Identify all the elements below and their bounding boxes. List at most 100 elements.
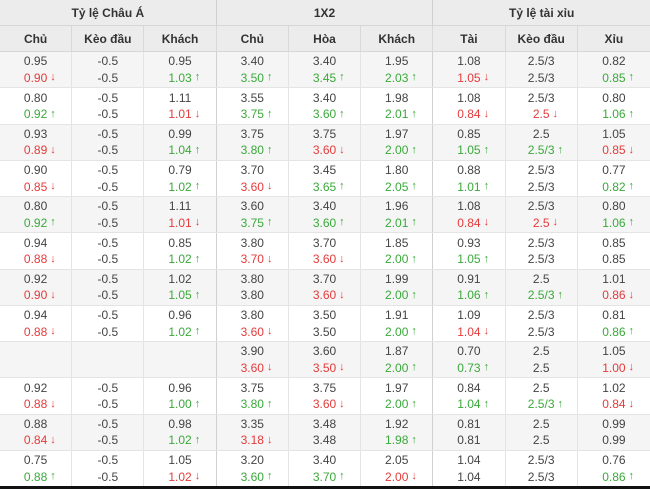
odds-value: 1.00 <box>602 360 626 375</box>
odds-cell: 0.98 1.02 ↑ <box>144 414 217 450</box>
odds-value: 0.94 <box>23 235 48 250</box>
odds-cell: -0.5 -0.5 <box>72 233 145 269</box>
odds-cell: 2.5/3 2.5 ↓ <box>506 197 578 233</box>
odds-value: 3.40 <box>312 90 337 105</box>
odds-value: 0.84 <box>23 433 48 448</box>
odds-value: 3.75 <box>240 107 264 122</box>
odds-value: 0.86 <box>602 288 626 303</box>
odds-row: 0.88 0.84 ↓ -0.5 -0.5 0.98 1.02 ↑ 3.35 3.18 ↓ 3.48 3… <box>0 414 650 451</box>
down-arrow-icon: ↓ <box>628 361 635 374</box>
up-arrow-icon: ↑ <box>50 470 56 483</box>
odds-cell: 3.55 3.75 ↑ <box>217 88 289 124</box>
odds-row: 0.94 0.88 ↓ -0.5 -0.5 0.96 1.02 ↑ 3.80 3.60 ↓ 3.50 3… <box>0 305 650 342</box>
odds-value: 3.60 <box>240 469 264 484</box>
odds-cell: 0.90 0.85 ↓ <box>0 160 73 196</box>
odds-value: 3.50 <box>312 308 337 323</box>
odds-cell: 1.96 2.01 ↑ <box>361 197 434 233</box>
odds-row: 0.90 0.85 ↓ -0.5 -0.5 0.79 1.02 ↑ 3.70 3.60 ↓ 3.45 3… <box>0 160 650 197</box>
odds-cell: 0.77 0.82 ↑ <box>578 161 650 196</box>
odds-cell: 0.80 0.92 ↑ <box>0 88 73 124</box>
group-asian-handicap: Tỷ lệ Châu Á <box>0 0 217 25</box>
down-arrow-icon: ↓ <box>194 216 201 229</box>
odds-cell: 1.91 2.00 ↑ <box>361 305 434 341</box>
up-arrow-icon: ↑ <box>50 216 56 229</box>
up-arrow-icon: ↑ <box>194 143 201 156</box>
odds-value: -0.5 <box>97 54 119 69</box>
up-arrow-icon: ↑ <box>483 361 490 374</box>
odds-value: 3.75 <box>312 380 337 395</box>
odds-value: 0.85 <box>602 143 626 158</box>
odds-value: 1.05 <box>457 252 481 267</box>
odds-value: 2.5/3 <box>527 453 555 468</box>
up-arrow-icon: ↑ <box>628 180 635 193</box>
up-arrow-icon: ↑ <box>339 216 345 229</box>
up-arrow-icon: ↑ <box>411 216 417 229</box>
odds-cell: 0.80 1.06 ↑ <box>578 88 650 123</box>
odds-value: 0.90 <box>23 288 48 303</box>
odds-value: 0.70 <box>457 344 481 359</box>
odds-value: 3.80 <box>240 308 264 323</box>
odds-cell: 0.91 1.06 ↑ <box>433 269 506 305</box>
odds-value: -0.5 <box>97 199 119 214</box>
odds-value: 0.84 <box>457 380 481 395</box>
odds-value: 3.60 <box>312 107 337 122</box>
odds-cell: -0.5 -0.5 <box>72 88 145 124</box>
odds-cell: 1.97 2.00 ↑ <box>361 124 434 160</box>
up-arrow-icon: ↑ <box>411 252 417 265</box>
col-away-asian: Khách <box>144 26 217 51</box>
odds-value: 1.05 <box>168 288 192 303</box>
up-arrow-icon: ↑ <box>194 71 201 84</box>
odds-value: 2.5 <box>532 416 550 431</box>
odds-value: 0.89 <box>23 143 48 158</box>
odds-cell: 0.94 0.88 ↓ <box>0 233 73 269</box>
col-home-asian: Chủ <box>0 26 73 51</box>
odds-cell: 1.11 1.01 ↓ <box>144 88 217 124</box>
odds-value: 3.70 <box>312 469 337 484</box>
down-arrow-icon: ↓ <box>50 180 56 193</box>
up-arrow-icon: ↑ <box>194 252 201 265</box>
odds-cell: 2.5/3 2.5 ↓ <box>506 88 578 124</box>
odds-cell: 0.75 0.88 ↑ <box>0 450 73 486</box>
odds-cell: 0.99 0.99 <box>578 415 650 450</box>
odds-value: 3.75 <box>240 380 264 395</box>
odds-value: 1.09 <box>457 308 481 323</box>
odds-cell: 1.85 2.00 ↑ <box>361 233 434 269</box>
odds-value: 0.85 <box>602 70 626 85</box>
odds-cell: -0.5 -0.5 <box>72 378 145 414</box>
odds-cell: 3.40 3.60 ↑ <box>289 88 362 124</box>
odds-value: 2.03 <box>385 70 409 85</box>
down-arrow-icon: ↓ <box>339 143 345 156</box>
odds-cell: 0.92 0.90 ↓ <box>0 269 73 305</box>
odds-value: 3.48 <box>312 433 337 448</box>
odds-value: -0.5 <box>97 126 119 141</box>
down-arrow-icon: ↓ <box>483 216 490 229</box>
odds-value: 1.01 <box>168 215 192 230</box>
odds-value: 0.92 <box>23 380 48 395</box>
odds-cell: 0.94 0.88 ↓ <box>0 305 73 341</box>
odds-value: 2.5 <box>532 126 550 141</box>
odds-cell: 0.96 1.00 ↑ <box>144 378 217 414</box>
odds-row: 0.92 0.90 ↓ -0.5 -0.5 1.02 1.05 ↑ 3.80 3.80 3.70 3.… <box>0 269 650 306</box>
odds-cell: 1.92 1.98 ↑ <box>361 414 434 450</box>
odds-value: 0.85 <box>457 126 481 141</box>
odds-value: 0.94 <box>23 308 48 323</box>
odds-cell: 0.81 0.86 ↑ <box>578 306 650 341</box>
odds-cell: 3.48 3.48 <box>289 414 362 450</box>
odds-value: 0.82 <box>602 54 626 69</box>
odds-value: 1.05 <box>457 70 481 85</box>
up-arrow-icon: ↑ <box>194 433 201 446</box>
down-arrow-icon: ↓ <box>266 361 273 374</box>
odds-cell: 0.93 1.05 ↑ <box>433 233 506 269</box>
odds-value: 0.86 <box>602 469 626 484</box>
odds-cell: -0.5 -0.5 <box>72 124 145 160</box>
odds-row: 0.75 0.88 ↑ -0.5 -0.5 1.05 1.02 ↓ 3.20 3.60 ↑ 3.40 3… <box>0 450 650 486</box>
odds-cell: 2.5/3 2.5/3 <box>506 160 578 196</box>
col-over: Tài <box>433 26 506 51</box>
odds-value: 1.04 <box>457 324 481 339</box>
odds-value: 3.60 <box>312 252 337 267</box>
odds-value: 0.75 <box>23 453 48 468</box>
odds-cell: 2.05 2.00 ↓ <box>361 450 434 486</box>
odds-value: 2.5 <box>532 107 550 122</box>
odds-value: 2.5/3 <box>527 397 555 412</box>
